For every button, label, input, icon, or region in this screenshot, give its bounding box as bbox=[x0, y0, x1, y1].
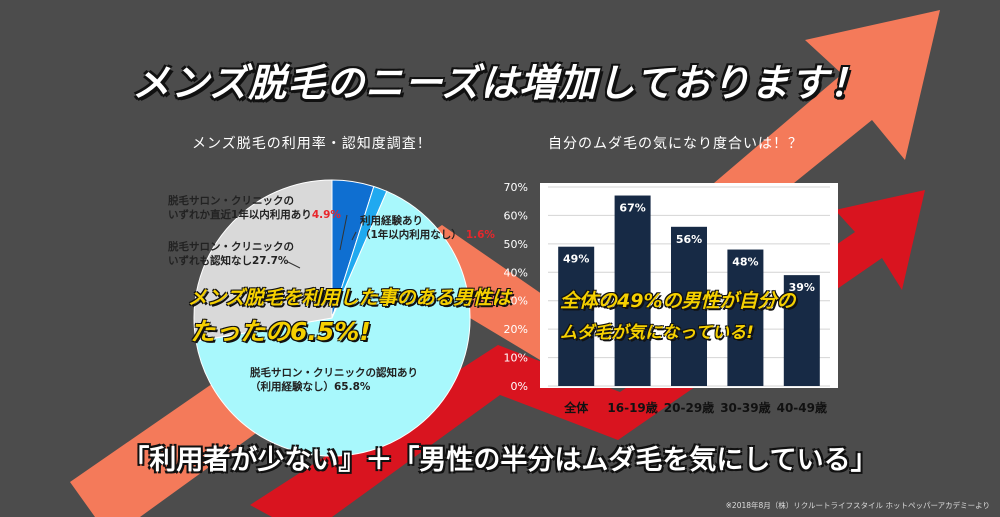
pie-label-line: （1年以内利用なし） bbox=[360, 229, 462, 241]
pie-value-label: 4.9% bbox=[311, 209, 341, 221]
bar-y-tick-label: 70% bbox=[504, 181, 528, 194]
bar-3 bbox=[727, 249, 764, 386]
pie-callout-line-2: たったの6.5%! bbox=[190, 317, 371, 346]
bar-category-label: 16-19歳 bbox=[607, 400, 657, 415]
summary-banner: 「利用者が少ない』＋「男性の半分はムダ毛を気にしている」 bbox=[122, 445, 878, 476]
bar-value-label: 39% bbox=[789, 281, 815, 294]
bar-value-label: 48% bbox=[732, 256, 758, 269]
bar-category-label: 20-29歳 bbox=[664, 400, 714, 415]
bar-y-tick-label: 30% bbox=[504, 295, 528, 308]
pie-chart-title: メンズ脱毛の利用率・認知度調査！ bbox=[192, 136, 432, 152]
bar-value-label: 49% bbox=[563, 253, 589, 266]
bar-y-tick-label: 50% bbox=[504, 238, 528, 251]
pie-label-recent-use: 脱毛サロン・クリニックの いずれか直近1年以内利用あり4.9% bbox=[168, 194, 341, 222]
page-title: メンズ脱毛のニーズは増加しております！ bbox=[131, 61, 869, 105]
pie-slice-3 bbox=[193, 179, 333, 342]
bar-y-tick-label: 60% bbox=[504, 209, 528, 222]
pie-label-line: 脱毛サロン・クリニックの認知あり bbox=[250, 367, 418, 379]
pie-label-line: 利用経験あり bbox=[360, 215, 423, 227]
bar-value-label: 67% bbox=[619, 202, 645, 215]
bar-y-tick-label: 10% bbox=[504, 352, 528, 365]
pie-label-line: 脱毛サロン・クリニックの bbox=[168, 241, 294, 253]
pie-leader-line bbox=[351, 231, 357, 241]
bar-0 bbox=[558, 246, 595, 386]
bar-category-label: 40-49歳 bbox=[777, 400, 827, 415]
bar-y-tick-label: 20% bbox=[504, 323, 528, 336]
pie-leader-line bbox=[287, 261, 301, 269]
pie-leader-line bbox=[339, 214, 348, 251]
pie-label-line: いずれか直近1年以内利用あり bbox=[168, 209, 312, 221]
bar-category-label: 全体 bbox=[563, 400, 589, 415]
bar-4 bbox=[783, 275, 820, 386]
pie-label-line: （利用経験なし）65.8% bbox=[250, 381, 371, 393]
source-note: ※2018年8月（株）リクルートライフスタイル ホットペッパーアカデミーより bbox=[725, 501, 990, 510]
pie-label-no-awareness: 脱毛サロン・クリニックの いずれも認知なし27.7% bbox=[168, 240, 294, 268]
bar-y-tick-label: 40% bbox=[504, 266, 528, 279]
pie-label-line: いずれも認知なし27.7% bbox=[168, 255, 289, 267]
pie-label-past-use: 利用経験あり （1年以内利用なし） 1.6% bbox=[360, 214, 495, 242]
bar-chart-title: 自分のムダ毛の気になり度合いは！？ bbox=[548, 136, 803, 152]
bar-callout-line-2: ムダ毛が気になっている! bbox=[560, 323, 754, 343]
red-arrow-icon bbox=[250, 190, 925, 517]
bar-1 bbox=[614, 195, 651, 386]
bar-y-tick-label: 0% bbox=[511, 380, 528, 393]
bar-2 bbox=[671, 226, 707, 386]
pie-label-aware-no-use: 脱毛サロン・クリニックの認知あり （利用経験なし）65.8% bbox=[250, 366, 418, 394]
bar-category-label: 30-39歳 bbox=[720, 400, 770, 415]
pie-slice-2 bbox=[195, 190, 471, 457]
pie-value-label: 1.6% bbox=[465, 229, 495, 241]
bar-callout-line-1: 全体の49%の男性が自分の bbox=[560, 290, 796, 312]
pie-label-line: 脱毛サロン・クリニックの bbox=[168, 195, 294, 207]
bar-value-label: 56% bbox=[676, 233, 702, 246]
pie-callout-line-1: メンズ脱毛を利用した事のある男性は bbox=[188, 287, 511, 309]
